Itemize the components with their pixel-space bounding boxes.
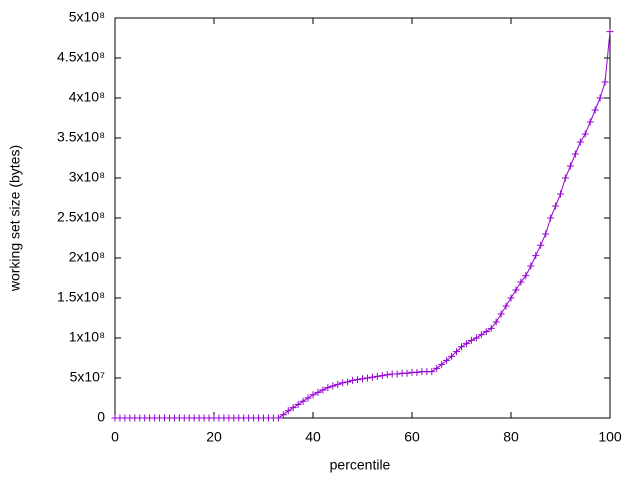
point-marker (329, 382, 337, 390)
point-marker (557, 190, 564, 198)
point-marker (378, 372, 386, 380)
point-marker (443, 356, 451, 364)
point-marker (576, 138, 584, 146)
point-marker (334, 380, 342, 388)
point-marker (497, 310, 505, 318)
point-marker (482, 328, 490, 336)
point-marker (438, 360, 446, 368)
point-marker (458, 343, 465, 351)
point-marker (517, 278, 525, 286)
point-marker (393, 370, 401, 378)
y-tick-label: 1x10⁸ (69, 329, 105, 345)
point-marker (304, 394, 312, 402)
point-marker (591, 106, 599, 114)
x-tick-label: 40 (305, 429, 321, 445)
point-marker (363, 374, 371, 382)
point-marker (294, 400, 302, 408)
point-marker (537, 241, 545, 249)
x-tick-label: 60 (404, 429, 420, 445)
x-tick-label: 20 (206, 429, 222, 445)
point-marker (527, 262, 535, 270)
point-marker (477, 331, 485, 339)
y-tick-label: 0 (97, 409, 105, 425)
point-marker (606, 28, 614, 36)
x-tick-label: 80 (503, 429, 519, 445)
point-marker (448, 352, 456, 360)
point-marker (512, 286, 520, 294)
x-tick-label: 100 (598, 429, 622, 445)
point-marker (428, 368, 436, 376)
point-marker (383, 371, 391, 379)
point-marker (284, 407, 292, 415)
point-marker (433, 364, 441, 372)
point-marker (601, 78, 609, 86)
point-marker (339, 379, 347, 387)
point-marker (542, 230, 550, 238)
point-marker (502, 302, 510, 310)
point-marker (359, 375, 366, 383)
y-axis-label: working set size (bytes) (7, 145, 23, 292)
point-marker (319, 386, 327, 394)
point-marker (368, 373, 376, 381)
point-marker (492, 318, 500, 326)
point-marker (507, 294, 515, 302)
y-tick-label: 5x10⁷ (70, 369, 105, 385)
point-marker (309, 391, 317, 399)
x-axis-label: percentile (330, 457, 391, 473)
x-tick-label: 0 (111, 429, 119, 445)
point-marker (566, 162, 574, 170)
point-marker (552, 202, 560, 210)
y-tick-label: 4.5x10⁸ (57, 49, 105, 65)
point-marker (324, 384, 332, 392)
point-marker (314, 388, 322, 396)
point-marker (586, 118, 594, 126)
point-marker (349, 376, 357, 384)
point-marker (413, 368, 421, 376)
point-marker (344, 378, 352, 386)
y-tick-label: 2x10⁸ (69, 249, 105, 265)
point-marker (274, 414, 282, 422)
point-marker (547, 214, 555, 222)
point-marker (532, 252, 540, 260)
y-tick-label: 1.5x10⁸ (57, 289, 105, 305)
point-marker (522, 272, 530, 280)
y-tick-label: 5x10⁸ (69, 9, 105, 25)
y-tick-label: 2.5x10⁸ (57, 209, 105, 225)
point-marker (279, 411, 287, 419)
point-marker (299, 397, 307, 405)
point-marker (581, 130, 589, 138)
y-tick-label: 4x10⁸ (69, 89, 105, 105)
point-marker (354, 376, 362, 384)
point-marker (403, 369, 411, 377)
point-marker (373, 372, 381, 380)
point-marker (596, 94, 604, 102)
point-marker (472, 334, 480, 342)
point-marker (462, 340, 470, 348)
point-marker (453, 348, 461, 356)
point-marker (561, 174, 569, 182)
point-marker (571, 150, 579, 158)
point-marker (467, 336, 475, 344)
point-marker (487, 324, 495, 332)
y-tick-label: 3.5x10⁸ (57, 129, 105, 145)
y-tick-label: 3x10⁸ (69, 169, 105, 185)
point-marker (289, 404, 297, 412)
